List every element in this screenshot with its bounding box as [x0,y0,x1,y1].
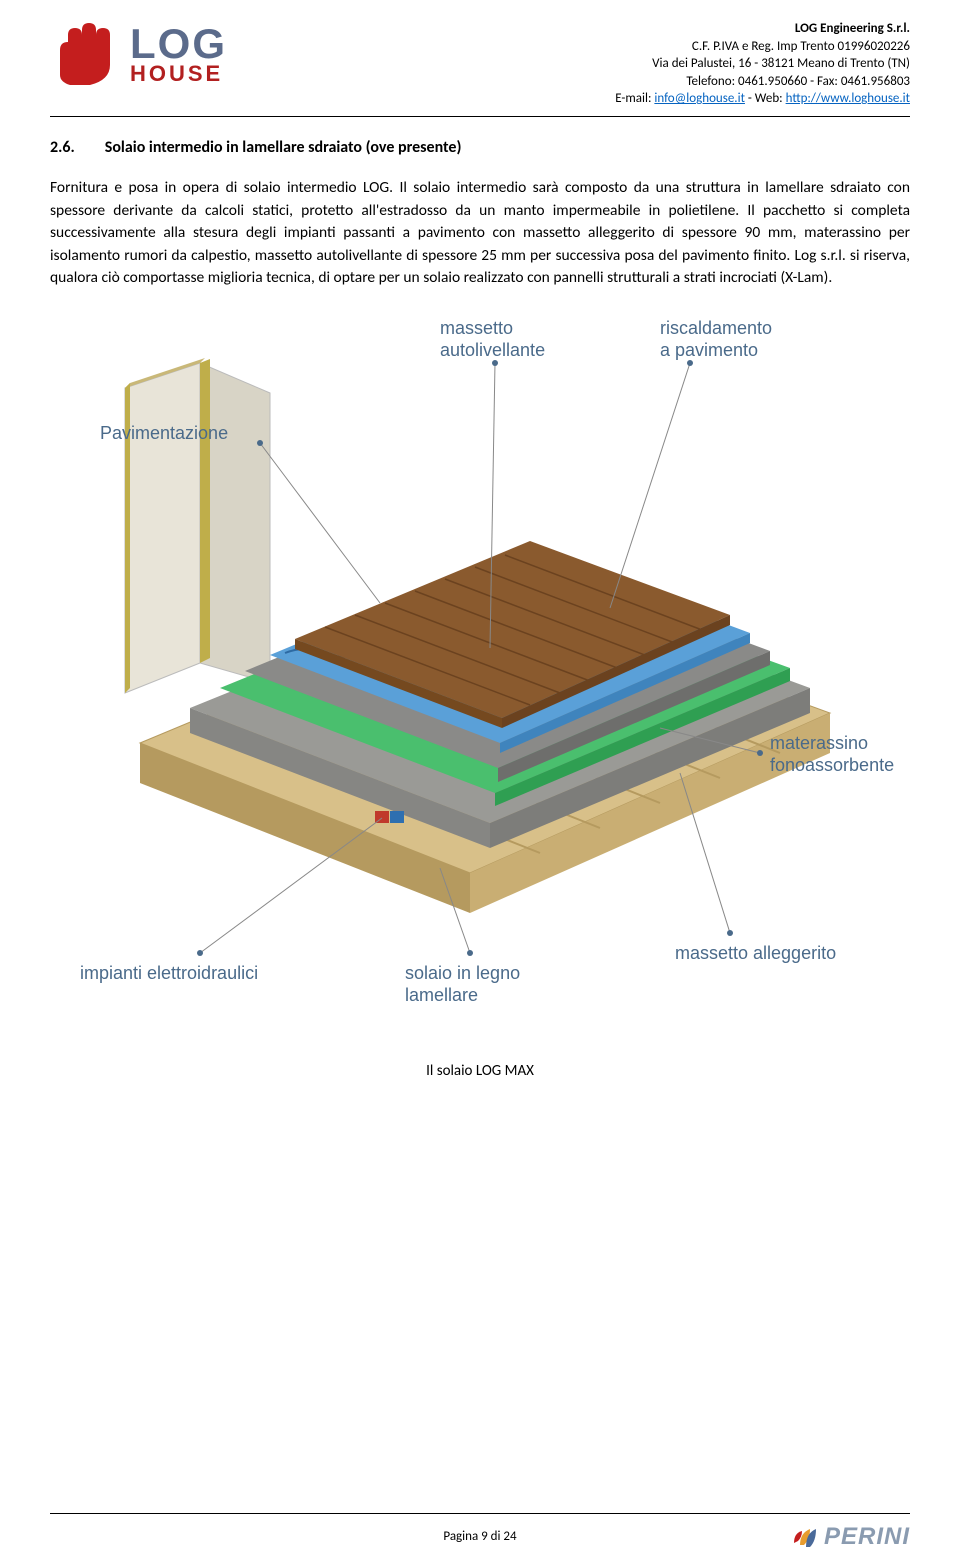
perini-text: PERINI [824,1520,910,1554]
web-link[interactable]: http://www.loghouse.it [786,91,910,106]
company-line3: Via dei Palustei, 16 - 38121 Meano di Tr… [615,55,910,73]
floor-slab-diagram: Pavimentazione massetto autolivellante r… [70,313,890,1033]
perini-logo: PERINI [790,1520,910,1554]
web-prefix: - Web: [745,91,786,106]
logo-house-text: HOUSE [130,63,227,85]
label-massetto-alleggerito: massetto alleggerito [675,943,836,965]
section-number: 2.6. [50,137,75,159]
section-title-text: Solaio intermedio in lamellare sdraiato … [105,137,462,159]
page-header: LOG HOUSE LOG Engineering S.r.l. C.F. P.… [50,20,910,117]
logo-text: LOG HOUSE [130,25,227,85]
label-massetto-autolivellante: massetto autolivellante [440,318,545,361]
email-prefix: E-mail: [615,91,654,106]
email-link[interactable]: info@loghouse.it [654,91,745,106]
body-paragraph: Fornitura e posa in opera di solaio inte… [50,177,910,289]
company-name: LOG Engineering S.r.l. [615,20,910,38]
company-contact: E-mail: info@loghouse.it - Web: http://w… [615,90,910,108]
logo-log-text: LOG [130,25,227,63]
logo-block: LOG HOUSE [50,20,227,90]
label-riscaldamento: riscaldamento a pavimento [660,318,772,361]
page-number: Pagina 9 di 24 [443,1528,516,1546]
page-footer: Pagina 9 di 24 PERINI [50,1513,910,1554]
label-pavimentazione: Pavimentazione [100,423,228,445]
company-line2: C.F. P.IVA e Reg. Imp Trento 01996020226 [615,38,910,56]
section-heading: 2.6. Solaio intermedio in lamellare sdra… [50,137,910,159]
label-materassino: materassino fonoassorbente [770,733,894,776]
hand-logo-icon [50,20,120,90]
label-solaio-legno: solaio in legno lamellare [405,963,520,1006]
label-impianti: impianti elettroidraulici [80,963,258,985]
slab-illustration [70,313,890,1033]
company-info: LOG Engineering S.r.l. C.F. P.IVA e Reg.… [615,20,910,108]
perini-icon [790,1523,818,1551]
company-line4: Telefono: 0461.950660 - Fax: 0461.956803 [615,73,910,91]
diagram-caption: Il solaio LOG MAX [50,1061,910,1082]
